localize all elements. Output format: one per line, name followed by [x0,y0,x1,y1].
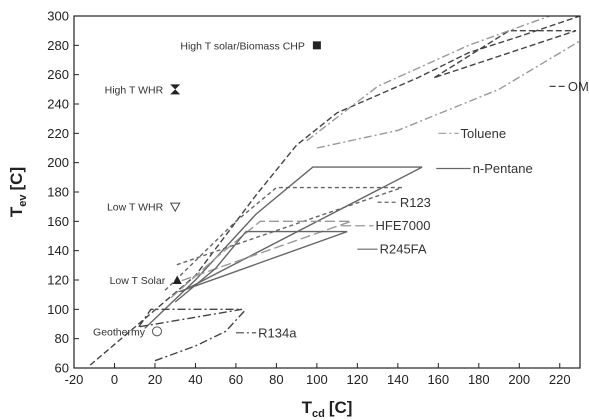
x-tick-label: 140 [387,372,409,387]
x-axis-title-unit: [C] [329,398,353,417]
series-label-npentane: n-Pentane [473,161,533,176]
x-axis-title-sub: cd [312,408,325,420]
series-label-toluene: Toluene [461,126,507,141]
x-tick-label: 40 [188,372,202,387]
series-label-r134a: R134a [258,325,297,340]
y-axis-title-unit: [C] [7,167,26,191]
marker-triangle-up [172,275,182,284]
x-tick-label: 100 [306,372,328,387]
marker-circle-open [151,326,162,337]
x-tick-label: 120 [347,372,369,387]
x-tick-label: -20 [65,372,84,387]
application-labels: High T solar/Biomass CHP High T WHR Low T … [93,40,305,338]
y-tick-label: 180 [47,185,69,200]
application-label: Low T WHR [107,202,164,214]
series-line-r123 [164,186,403,291]
series-line-omts [89,15,581,366]
x-tick-label: 80 [269,372,283,387]
series-line-omts [433,30,577,79]
axis-ticks: -20 0 20 40 60 80 100 120 140 160 180 200 220 60 80 100… [47,9,570,388]
series-line-r245fa [174,230,348,303]
series-label-hfe7000: HFE7000 [376,218,431,233]
series-label-omts: OMTS [568,79,589,94]
marker-triangle-down-open [169,202,181,213]
y-tick-label: 260 [47,67,69,82]
y-tick-label: 140 [47,243,69,258]
x-tick-label: 0 [111,372,118,387]
y-axis-title-main: T [7,206,26,217]
x-tick-label: 60 [229,372,243,387]
application-label: Geothermy [93,326,146,338]
y-tick-label: 300 [47,9,69,24]
x-tick-label: 200 [508,372,530,387]
series-line-r134a [138,308,243,328]
y-tick-label: 220 [47,126,69,141]
application-label: High T solar/Biomass CHP [180,40,305,52]
y-tick-label: 120 [47,273,69,288]
x-axis-title-main: T [302,398,313,417]
application-label: Low T Solar [110,275,166,287]
application-markers [151,41,321,337]
y-tick-label: 160 [47,214,69,229]
x-tick-label: 180 [468,372,490,387]
series-labels: OMTS Toluene n-Pentane R123 HFE7000 R245FA R13… [235,79,589,340]
series-line-toluene [306,15,550,142]
y-tick-label: 200 [47,155,69,170]
y-axis-title-sub: ev [17,194,29,207]
y-tick-label: 60 [55,361,69,376]
series-line-hfe7000 [170,220,352,299]
x-axis-title: Tcd [C] [302,398,353,420]
x-tick-label: 220 [549,372,571,387]
series-layer [89,15,581,366]
application-label: High T WHR [105,84,164,96]
x-tick-label: 20 [148,372,162,387]
series-line-npentane [144,166,423,329]
marker-bowtie [170,84,181,95]
y-tick-label: 240 [47,97,69,112]
y-tick-label: 280 [47,38,69,53]
series-line-toluene [316,40,581,149]
y-tick-label: 100 [47,302,69,317]
series-label-r123: R123 [400,195,431,210]
series-label-r245fa: R245FA [380,242,427,257]
y-axis-title: Tev [C] [7,167,29,217]
x-tick-label: 160 [427,372,449,387]
marker-square [312,41,321,50]
y-tick-label: 80 [55,331,69,346]
series-line-r134a [154,308,247,362]
